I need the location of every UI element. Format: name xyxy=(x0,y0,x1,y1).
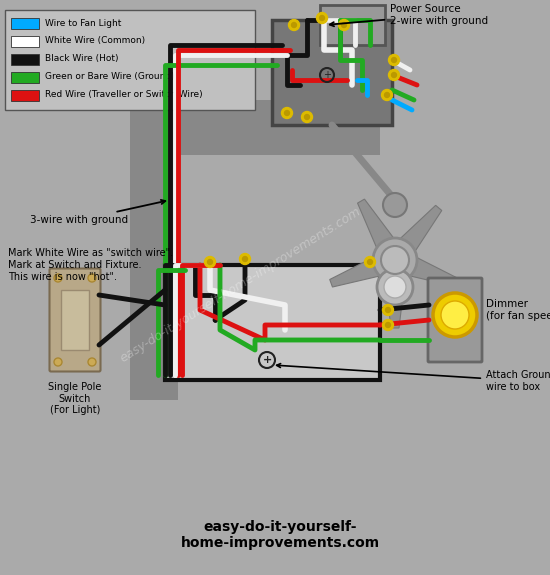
Circle shape xyxy=(381,246,409,274)
Text: Single Pole
Switch
(For Light): Single Pole Switch (For Light) xyxy=(48,382,102,415)
FancyBboxPatch shape xyxy=(50,269,101,371)
Circle shape xyxy=(384,276,406,298)
Polygon shape xyxy=(399,205,442,252)
Circle shape xyxy=(392,72,397,78)
Circle shape xyxy=(289,20,300,30)
Text: easy-do-it-yourself-home-improvements.com: easy-do-it-yourself-home-improvements.co… xyxy=(117,205,363,365)
Circle shape xyxy=(384,93,389,98)
Bar xyxy=(11,90,39,101)
FancyBboxPatch shape xyxy=(428,278,482,362)
Circle shape xyxy=(88,358,96,366)
Text: Attach Ground
wire to box: Attach Ground wire to box xyxy=(277,363,550,392)
Text: Power Source
2-wire with ground: Power Source 2-wire with ground xyxy=(330,4,488,26)
Bar xyxy=(320,5,385,45)
Text: easy-do-it-yourself-
home-improvements.com: easy-do-it-yourself- home-improvements.c… xyxy=(180,520,380,550)
Circle shape xyxy=(383,193,407,217)
Circle shape xyxy=(342,22,346,28)
Circle shape xyxy=(239,254,250,264)
Circle shape xyxy=(382,320,393,331)
Bar xyxy=(11,54,39,65)
Circle shape xyxy=(382,90,393,101)
Circle shape xyxy=(382,305,393,316)
Text: Wire to Fan Light: Wire to Fan Light xyxy=(45,18,122,28)
Text: +: + xyxy=(262,355,272,365)
Circle shape xyxy=(316,13,327,24)
Circle shape xyxy=(373,238,417,282)
Bar xyxy=(130,120,178,400)
Polygon shape xyxy=(409,257,460,287)
Circle shape xyxy=(367,259,372,264)
Bar xyxy=(11,72,39,83)
Circle shape xyxy=(54,358,62,366)
Circle shape xyxy=(365,256,376,267)
Circle shape xyxy=(338,20,349,30)
Circle shape xyxy=(441,301,469,329)
Text: 3-wire with ground: 3-wire with ground xyxy=(30,200,166,225)
Circle shape xyxy=(205,256,216,267)
Circle shape xyxy=(88,274,96,282)
Text: Dimmer
(for fan speed): Dimmer (for fan speed) xyxy=(486,299,550,321)
Circle shape xyxy=(243,256,248,262)
Circle shape xyxy=(284,110,289,116)
Polygon shape xyxy=(358,199,395,250)
Circle shape xyxy=(388,70,399,81)
Text: White Wire (Common): White Wire (Common) xyxy=(45,36,145,45)
Polygon shape xyxy=(385,278,405,328)
Circle shape xyxy=(433,293,477,337)
Bar xyxy=(11,36,39,47)
Circle shape xyxy=(282,108,293,118)
Bar xyxy=(11,18,39,29)
Text: +: + xyxy=(323,70,331,80)
Circle shape xyxy=(320,16,324,21)
Circle shape xyxy=(301,112,312,122)
Polygon shape xyxy=(330,257,382,287)
Circle shape xyxy=(392,58,397,63)
Text: Green or Bare Wire (Ground): Green or Bare Wire (Ground) xyxy=(45,72,175,82)
Text: Black Wire (Hot): Black Wire (Hot) xyxy=(45,55,118,63)
Text: Red Wire (Traveller or Switch Wire): Red Wire (Traveller or Switch Wire) xyxy=(45,90,202,99)
Circle shape xyxy=(54,274,62,282)
Circle shape xyxy=(386,323,390,328)
Circle shape xyxy=(292,22,296,28)
Bar xyxy=(165,265,380,380)
Circle shape xyxy=(305,114,310,120)
Bar xyxy=(61,290,89,350)
Circle shape xyxy=(388,55,399,66)
Circle shape xyxy=(377,269,413,305)
Bar xyxy=(272,20,392,125)
Bar xyxy=(5,10,255,110)
Circle shape xyxy=(386,308,390,312)
Circle shape xyxy=(207,259,212,264)
Text: Mark White Wire as "switch wire".
Mark at Switch and Fixture.
This wire is now ": Mark White Wire as "switch wire". Mark a… xyxy=(8,248,173,282)
Bar xyxy=(130,100,380,155)
